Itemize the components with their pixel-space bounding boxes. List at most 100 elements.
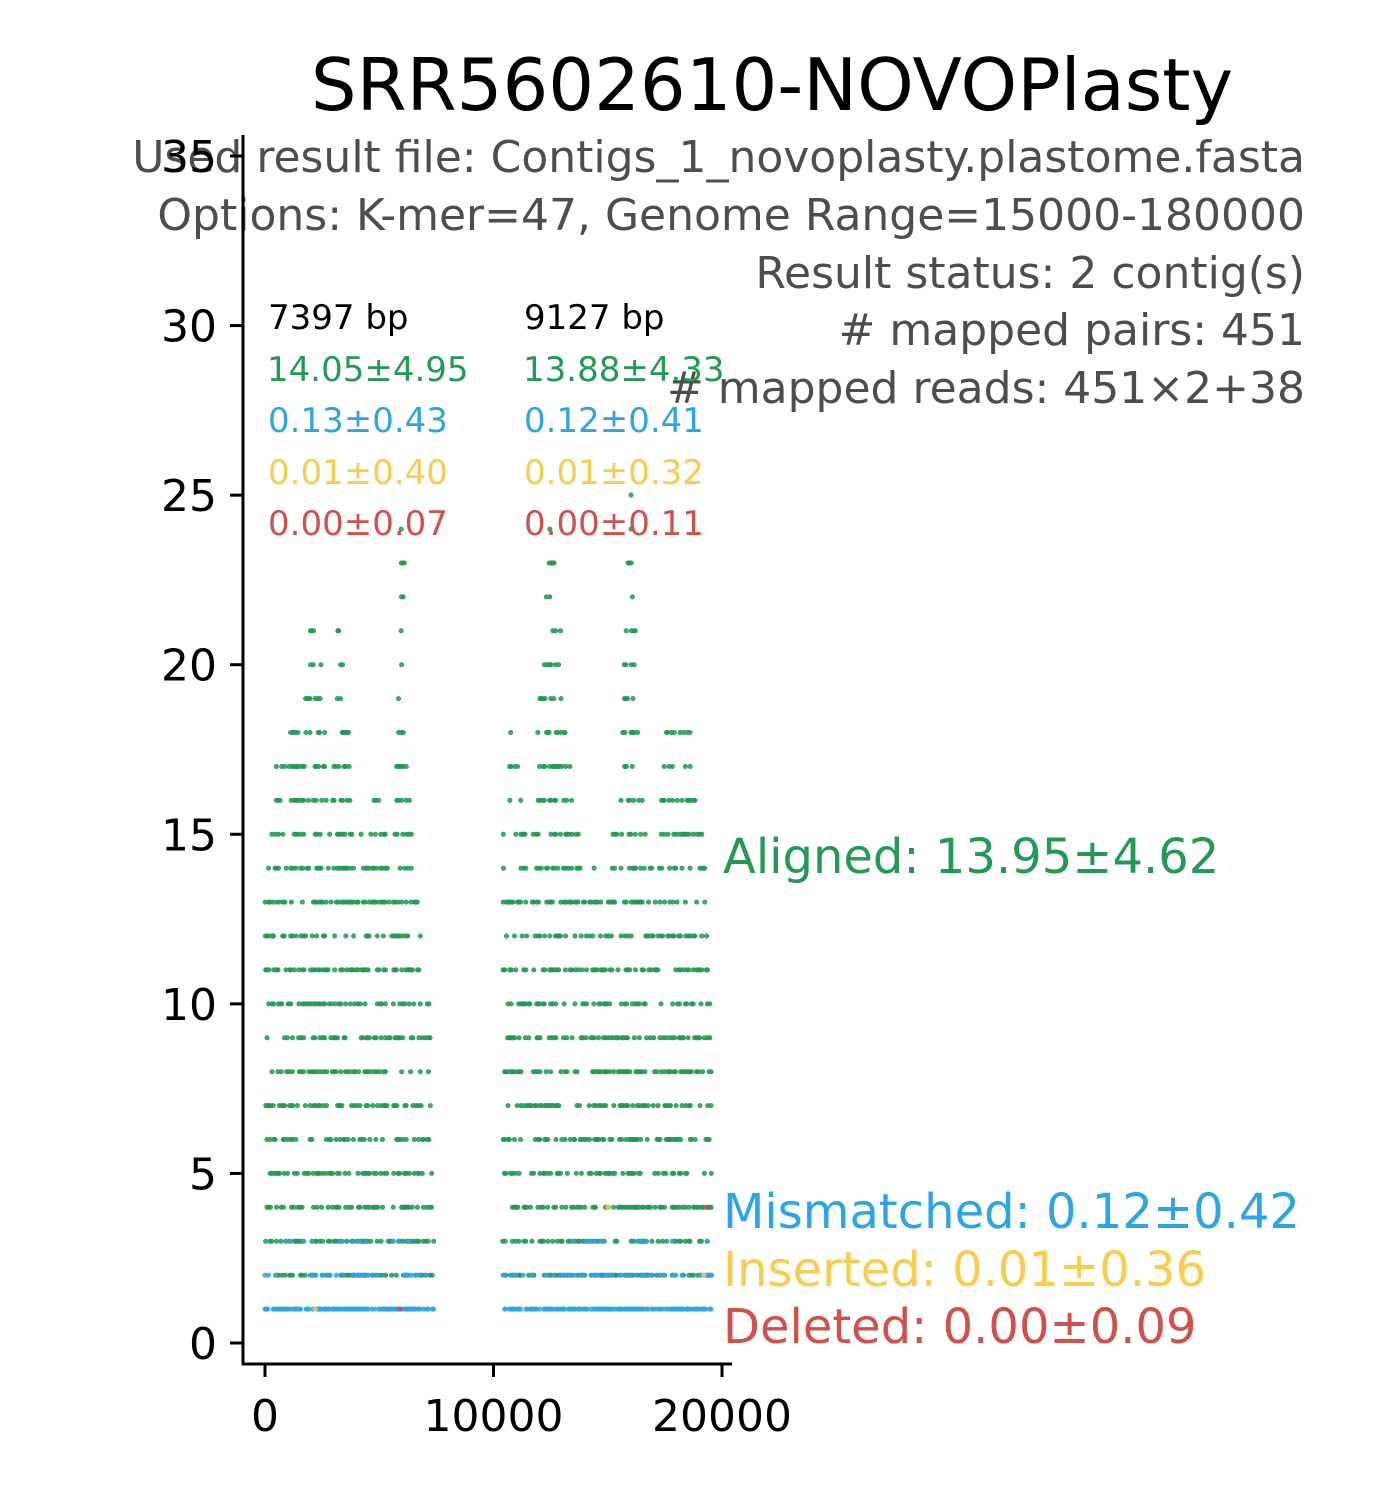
aligned-depth-point (692, 1137, 698, 1143)
aligned-depth-point (574, 1069, 580, 1075)
aligned-depth-point (273, 1238, 279, 1244)
aligned-depth-point (399, 1069, 405, 1075)
aligned-depth-point (547, 594, 553, 600)
aligned-depth-point (399, 967, 405, 973)
aligned-depth-point (629, 763, 635, 769)
aligned-depth-point (562, 1137, 568, 1143)
aligned-depth-point (562, 967, 568, 973)
aligned-depth-point (692, 797, 698, 803)
aligned-depth-point (389, 1272, 395, 1278)
aligned-depth-point (603, 1103, 609, 1109)
y-tick-label: 30 (161, 302, 217, 353)
aligned-depth-point (564, 1069, 570, 1075)
aligned-depth-point (346, 763, 352, 769)
aligned-depth-point (551, 560, 557, 566)
aligned-depth-point (651, 1035, 657, 1041)
aligned-depth-point (340, 662, 346, 668)
aligned-depth-point (622, 729, 628, 735)
aligned-depth-point (541, 797, 547, 803)
info-line-result-file: Used result file: Contigs_1_novoplasty.p… (132, 132, 1305, 183)
mismatched-depth-point (708, 1272, 714, 1278)
aligned-depth-point (588, 1170, 594, 1176)
aligned-depth-point (309, 1137, 315, 1143)
aligned-depth-point (680, 1035, 686, 1041)
aligned-depth-point (507, 797, 513, 803)
aligned-depth-point (694, 899, 700, 905)
aligned-depth-point (376, 1069, 382, 1075)
aligned-depth-point (285, 1170, 291, 1176)
aligned-depth-point (319, 797, 325, 803)
aligned-depth-point (418, 1103, 424, 1109)
aligned-depth-point (557, 831, 563, 837)
aligned-depth-point (642, 831, 648, 837)
aligned-depth-point (355, 1170, 361, 1176)
aligned-depth-point (406, 1001, 412, 1007)
aligned-depth-point (707, 1035, 713, 1041)
aligned-depth-point (514, 763, 520, 769)
aligned-depth-point (310, 628, 316, 634)
aligned-depth-point (309, 933, 315, 939)
aligned-depth-point (383, 1272, 389, 1278)
aligned-depth-point (657, 1137, 663, 1143)
aligned-depth-point (351, 865, 357, 871)
aligned-depth-point (283, 865, 289, 871)
aligned-depth-point (564, 1035, 570, 1041)
aligned-depth-point (332, 967, 338, 973)
mismatched-depth-point (337, 1306, 343, 1312)
aligned-depth-point (513, 831, 519, 837)
aligned-depth-point (623, 899, 629, 905)
aligned-depth-point (555, 865, 561, 871)
aligned-depth-point (336, 1204, 342, 1210)
aligned-depth-point (384, 1103, 390, 1109)
aligned-depth-point (642, 1001, 648, 1007)
aligned-depth-point (678, 1137, 684, 1143)
mismatched-depth-point (638, 1238, 644, 1244)
aligned-depth-point (687, 865, 693, 871)
aligned-depth-point (333, 1137, 339, 1143)
aligned-depth-point (368, 831, 374, 837)
aligned-depth-point (266, 967, 272, 973)
aligned-depth-point (294, 1103, 300, 1109)
mismatched-depth-point (529, 1272, 535, 1278)
aligned-depth-point (264, 1035, 270, 1041)
aligned-depth-point (630, 1103, 636, 1109)
aligned-depth-point (409, 967, 415, 973)
mismatched-depth-point (502, 1306, 508, 1312)
aligned-depth-point (698, 1001, 704, 1007)
aligned-depth-point (537, 1137, 543, 1143)
aligned-depth-point (358, 831, 364, 837)
aligned-depth-point (632, 967, 638, 973)
aligned-depth-point (545, 1238, 551, 1244)
aligned-depth-point (408, 831, 414, 837)
aligned-depth-point (572, 933, 578, 939)
mismatched-depth-point (310, 1272, 316, 1278)
aligned-depth-point (647, 1204, 653, 1210)
mismatched-depth-point (356, 1272, 362, 1278)
aligned-depth-point (601, 1137, 607, 1143)
aligned-depth-point (429, 1170, 435, 1176)
aligned-depth-point (619, 831, 625, 837)
aligned-depth-point (702, 899, 708, 905)
aligned-depth-point (302, 1103, 308, 1109)
aligned-depth-point (699, 933, 705, 939)
aligned-depth-point (540, 1204, 546, 1210)
mismatched-depth-point (517, 1306, 523, 1312)
mismatched-depth-point (404, 1272, 410, 1278)
aligned-depth-point (378, 1238, 384, 1244)
aligned-depth-point (517, 1137, 523, 1143)
aligned-depth-point (523, 1238, 529, 1244)
aligned-depth-point (314, 1204, 320, 1210)
mismatched-depth-point (645, 1306, 651, 1312)
aligned-depth-point (410, 1035, 416, 1041)
mismatched-depth-point (413, 1272, 419, 1278)
aligned-depth-point (690, 1001, 696, 1007)
contig-labels: 7397 bp 14.05±4.95 0.13±0.43 0.01±0.40 0… (267, 298, 725, 544)
mismatched-depth-point (294, 1306, 300, 1312)
mismatched-depth-point (423, 1272, 429, 1278)
aligned-depth-point (294, 1170, 300, 1176)
aligned-depth-point (276, 1170, 282, 1176)
aligned-depth-point (403, 1137, 409, 1143)
aligned-depth-point (270, 933, 276, 939)
aligned-depth-point (690, 1272, 696, 1278)
aligned-depth-point (557, 628, 563, 634)
